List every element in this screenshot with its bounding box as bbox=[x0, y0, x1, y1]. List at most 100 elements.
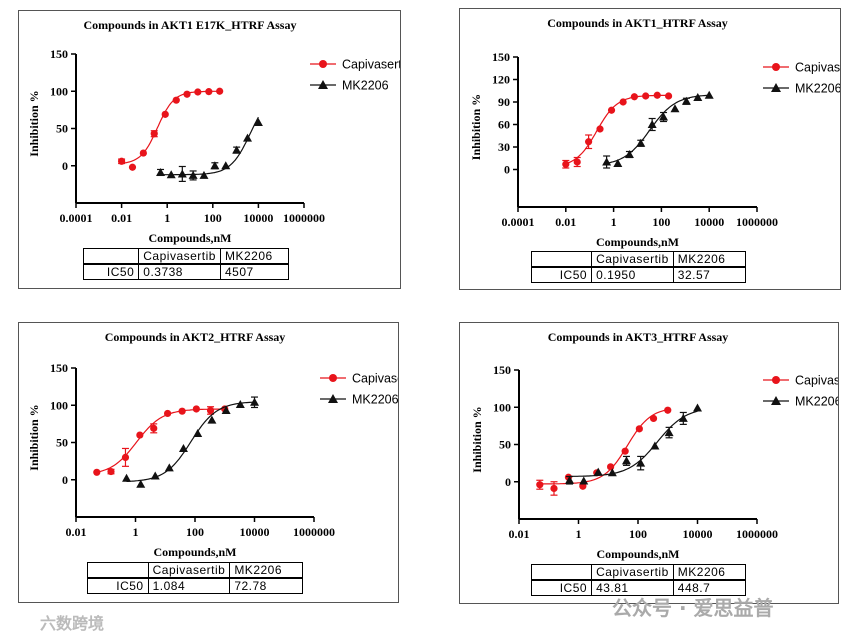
legend-label: Capivasertib bbox=[352, 372, 398, 386]
x-tick-label: 100 bbox=[186, 525, 204, 539]
y-tick-label: 50 bbox=[56, 122, 68, 136]
data-point-capivasertib bbox=[150, 130, 158, 138]
legend-marker-triangle bbox=[328, 394, 338, 403]
data-point-mk2206 bbox=[624, 150, 634, 158]
legend-marker-circle bbox=[319, 60, 327, 68]
data-point-mk2206 bbox=[207, 415, 217, 424]
data-point-capivasertib bbox=[573, 158, 581, 166]
x-tick-label: 0.0001 bbox=[502, 215, 535, 229]
data-point-mk2206 bbox=[210, 161, 220, 170]
chart-title: Compounds in AKT3_HTRF Assay bbox=[548, 330, 729, 344]
legend-label: MK2206 bbox=[352, 393, 398, 407]
data-point-mk2206 bbox=[607, 468, 617, 477]
data-point-mk2206 bbox=[221, 405, 231, 414]
data-point-capivasertib bbox=[118, 157, 126, 165]
y-tick-label: 50 bbox=[499, 438, 511, 452]
table-header: MK2206 bbox=[219, 248, 290, 265]
data-point-mk2206 bbox=[650, 441, 660, 450]
legend-label: MK2206 bbox=[795, 395, 838, 409]
legend-marker-triangle bbox=[771, 396, 781, 405]
y-tick-label: 0 bbox=[505, 475, 511, 489]
ic50-value: 1.084 bbox=[147, 577, 231, 594]
fit-curve-mk2206 bbox=[606, 94, 710, 164]
table-header bbox=[530, 564, 593, 581]
y-tick-label: 120 bbox=[492, 73, 510, 87]
data-point-mk2206 bbox=[647, 120, 657, 128]
ic50-value: 0.1950 bbox=[591, 266, 674, 283]
data-point-capivasertib bbox=[136, 431, 144, 439]
data-point-capivasertib bbox=[607, 463, 615, 471]
ic50-value: 4507 bbox=[219, 263, 290, 280]
y-tick-label: 30 bbox=[498, 140, 510, 154]
data-point-mk2206 bbox=[243, 133, 253, 142]
x-tick-label: 10000 bbox=[694, 215, 724, 229]
chart-title: Compounds in AKT1 E17K_HTRF Assay bbox=[84, 18, 297, 32]
legend-label: Capivasertib bbox=[342, 58, 400, 72]
data-point-mk2206 bbox=[136, 479, 146, 488]
x-tick-label: 0.01 bbox=[66, 525, 87, 539]
data-point-mk2206 bbox=[681, 96, 691, 105]
data-point-capivasertib bbox=[178, 407, 186, 415]
data-point-capivasertib bbox=[194, 88, 202, 96]
table-row-label: IC50 bbox=[82, 263, 140, 280]
y-tick-label: 0 bbox=[62, 473, 68, 487]
x-tick-label: 1 bbox=[611, 215, 617, 229]
chart-panel-akt2: Compounds in AKT2_HTRF Assay 0 50 100 150 0.0… bbox=[18, 322, 399, 603]
data-point-mk2206 bbox=[636, 458, 646, 467]
data-point-mk2206 bbox=[659, 112, 669, 121]
legend-label: MK2206 bbox=[795, 82, 840, 96]
data-point-capivasertib bbox=[192, 405, 200, 413]
data-point-mk2206 bbox=[565, 475, 575, 484]
legend-marker-triangle bbox=[771, 83, 781, 92]
y-tick-label: 150 bbox=[492, 50, 510, 64]
x-tick-label: 100 bbox=[652, 215, 670, 229]
data-point-mk2206 bbox=[177, 169, 187, 178]
data-point-mk2206 bbox=[621, 456, 631, 465]
x-tick-label: 0.0001 bbox=[60, 211, 93, 225]
x-tick-label: 1 bbox=[133, 525, 139, 539]
y-tick-label: 60 bbox=[498, 118, 510, 132]
y-axis-label: Inhibition % bbox=[27, 90, 41, 156]
data-point-capivasertib bbox=[536, 481, 544, 489]
data-point-capivasertib bbox=[172, 96, 180, 104]
data-point-capivasertib bbox=[128, 163, 137, 171]
y-tick-label: 100 bbox=[50, 398, 68, 412]
ic50-value: 448.7 bbox=[672, 579, 747, 596]
x-tick-label: 1000000 bbox=[736, 215, 778, 229]
data-point-capivasertib bbox=[183, 90, 191, 98]
x-tick-label: 10000 bbox=[240, 525, 270, 539]
data-point-mk2206 bbox=[693, 93, 703, 101]
ic50-value: 32.57 bbox=[672, 266, 747, 283]
table-row-label: IC50 bbox=[87, 577, 149, 594]
data-point-capivasertib bbox=[93, 468, 101, 476]
x-tick-label: 100 bbox=[204, 211, 222, 225]
data-point-mk2206 bbox=[693, 403, 702, 412]
data-point-capivasertib bbox=[664, 92, 673, 100]
data-point-mk2206 bbox=[221, 161, 231, 170]
data-point-capivasertib bbox=[630, 93, 638, 101]
x-tick-label: 0.01 bbox=[111, 211, 132, 225]
data-point-capivasertib bbox=[642, 92, 650, 100]
legend-marker-circle bbox=[772, 63, 780, 71]
y-tick-label: 0 bbox=[62, 159, 68, 173]
x-tick-label: 0.01 bbox=[555, 215, 576, 229]
data-point-mk2206 bbox=[156, 167, 166, 176]
data-point-capivasertib bbox=[596, 125, 604, 133]
table-header bbox=[530, 251, 593, 268]
data-point-mk2206 bbox=[150, 471, 160, 480]
chart-panel-akt1-e17k: Compounds in AKT1 E17K_HTRF Assay 0 50 100 1… bbox=[18, 10, 401, 289]
y-axis-label: Inhibition % bbox=[27, 404, 41, 470]
y-axis-label: Inhibition % bbox=[470, 406, 484, 472]
data-point-capivasertib bbox=[206, 406, 215, 415]
chart-title: Compounds in AKT1_HTRF Assay bbox=[547, 16, 728, 30]
x-tick-label: 1000000 bbox=[283, 211, 325, 225]
data-point-capivasertib bbox=[150, 424, 158, 432]
data-point-capivasertib bbox=[107, 467, 115, 476]
chart-panel-akt3: Compounds in AKT3_HTRF Assay 0 50 100 150 0.0… bbox=[459, 322, 839, 604]
data-point-mk2206 bbox=[636, 138, 646, 147]
data-point-mk2206 bbox=[678, 413, 688, 422]
x-tick-label: 1 bbox=[576, 527, 582, 541]
y-tick-label: 150 bbox=[493, 363, 511, 377]
data-point-mk2206 bbox=[602, 157, 612, 166]
data-point-capivasertib bbox=[664, 406, 672, 414]
